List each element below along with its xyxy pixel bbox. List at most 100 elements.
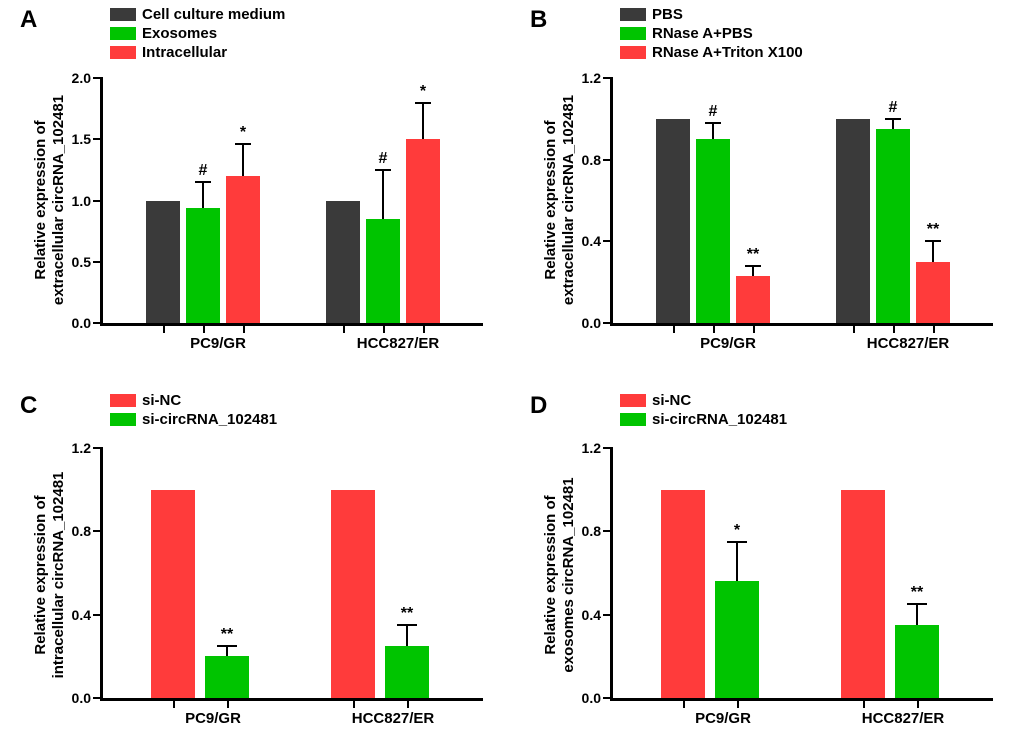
error-cap	[235, 143, 251, 145]
panel-label-B: B	[530, 6, 547, 34]
x-tick	[353, 698, 355, 708]
legend-swatch	[620, 46, 646, 59]
significance-marker: #	[889, 99, 898, 117]
bar	[916, 262, 950, 323]
significance-marker: *	[240, 124, 246, 142]
error-bar	[752, 266, 754, 276]
y-tick	[93, 614, 103, 616]
legend-B: PBS RNase A+PBS RNase A+Triton X100	[620, 6, 803, 63]
error-cap	[195, 181, 211, 183]
significance-marker: **	[927, 221, 939, 239]
y-tick-label: 0.4	[582, 233, 601, 249]
legend-text: si-NC	[652, 392, 691, 409]
x-tick-label: HCC827/ER	[352, 710, 435, 727]
x-tick	[203, 323, 205, 333]
legend-swatch	[110, 413, 136, 426]
bar	[385, 646, 429, 698]
legend-swatch	[110, 46, 136, 59]
bar	[736, 276, 770, 323]
error-cap	[907, 603, 927, 605]
x-tick	[753, 323, 755, 333]
legend-swatch	[110, 394, 136, 407]
y-tick-label: 1.2	[582, 70, 601, 86]
error-bar	[736, 542, 738, 582]
x-tick	[383, 323, 385, 333]
y-tick	[603, 530, 613, 532]
x-tick	[423, 323, 425, 333]
y-tick	[603, 77, 613, 79]
y-tick-label: 0.4	[582, 607, 601, 623]
bar	[696, 139, 730, 323]
panel-label-C: C	[20, 392, 37, 420]
bar	[331, 490, 375, 698]
error-cap	[745, 265, 761, 267]
y-tick	[93, 447, 103, 449]
error-cap	[885, 118, 901, 120]
bar	[186, 208, 220, 323]
significance-marker: *	[734, 522, 740, 540]
x-tick	[227, 698, 229, 708]
legend-text: RNase A+PBS	[652, 25, 753, 42]
y-tick-label: 0.4	[72, 607, 91, 623]
legend-text: RNase A+Triton X100	[652, 44, 803, 61]
y-tick-label: 0.0	[72, 315, 91, 331]
y-tick-label: 1.2	[582, 440, 601, 456]
legend-swatch	[620, 413, 646, 426]
legend-text: PBS	[652, 6, 683, 23]
x-tick-label: PC9/GR	[190, 335, 246, 352]
legend-A: Cell culture medium Exosomes Intracellular	[110, 6, 285, 63]
legend-D: si-NC si-circRNA_102481	[620, 392, 787, 430]
plot-area-B: 0.00.40.81.2PC9/GR#**HCC827/ER#**	[610, 78, 993, 326]
legend-item: RNase A+PBS	[620, 25, 803, 42]
y-tick-label: 1.0	[72, 193, 91, 209]
y-tick-label: 0.8	[72, 523, 91, 539]
y-tick-label: 1.2	[72, 440, 91, 456]
x-tick-label: HCC827/ER	[862, 710, 945, 727]
y-tick	[93, 261, 103, 263]
legend-item: RNase A+Triton X100	[620, 44, 803, 61]
error-bar	[406, 625, 408, 646]
figure: ACell culture mediumExosomesIntracellula…	[0, 0, 1020, 746]
bar	[366, 219, 400, 323]
x-tick	[917, 698, 919, 708]
significance-marker: #	[379, 150, 388, 168]
error-bar	[916, 604, 918, 625]
y-tick	[603, 159, 613, 161]
legend-item: Exosomes	[110, 25, 285, 42]
legend-item: si-NC	[620, 392, 787, 409]
significance-marker: **	[221, 626, 233, 644]
error-bar	[382, 170, 384, 219]
error-bar	[892, 119, 894, 129]
y-axis-label: Relative expression ofexosomes circRNA_1…	[542, 477, 578, 672]
x-tick	[163, 323, 165, 333]
error-cap	[375, 169, 391, 171]
error-bar	[932, 241, 934, 261]
y-tick-label: 0.8	[582, 523, 601, 539]
significance-marker: **	[401, 605, 413, 623]
y-tick	[603, 240, 613, 242]
legend-text: Cell culture medium	[142, 6, 285, 23]
y-tick	[93, 200, 103, 202]
x-tick	[713, 323, 715, 333]
y-tick	[603, 322, 613, 324]
legend-swatch	[110, 8, 136, 21]
x-tick-label: HCC827/ER	[867, 335, 950, 352]
x-tick	[893, 323, 895, 333]
y-tick-label: 0.0	[582, 690, 601, 706]
legend-text: Exosomes	[142, 25, 217, 42]
legend-text: si-circRNA_102481	[652, 411, 787, 428]
y-tick	[603, 614, 613, 616]
legend-text: si-NC	[142, 392, 181, 409]
error-cap	[705, 122, 721, 124]
y-tick-label: 1.5	[72, 131, 91, 147]
x-tick	[863, 698, 865, 708]
legend-text: si-circRNA_102481	[142, 411, 277, 428]
legend-text: Intracellular	[142, 44, 227, 61]
bar	[226, 176, 260, 323]
plot-area-C: 0.00.40.81.2PC9/GR**HCC827/ER**	[100, 448, 483, 701]
bar	[876, 129, 910, 323]
x-tick	[853, 323, 855, 333]
bar	[146, 201, 180, 324]
x-tick	[933, 323, 935, 333]
bar	[406, 139, 440, 323]
